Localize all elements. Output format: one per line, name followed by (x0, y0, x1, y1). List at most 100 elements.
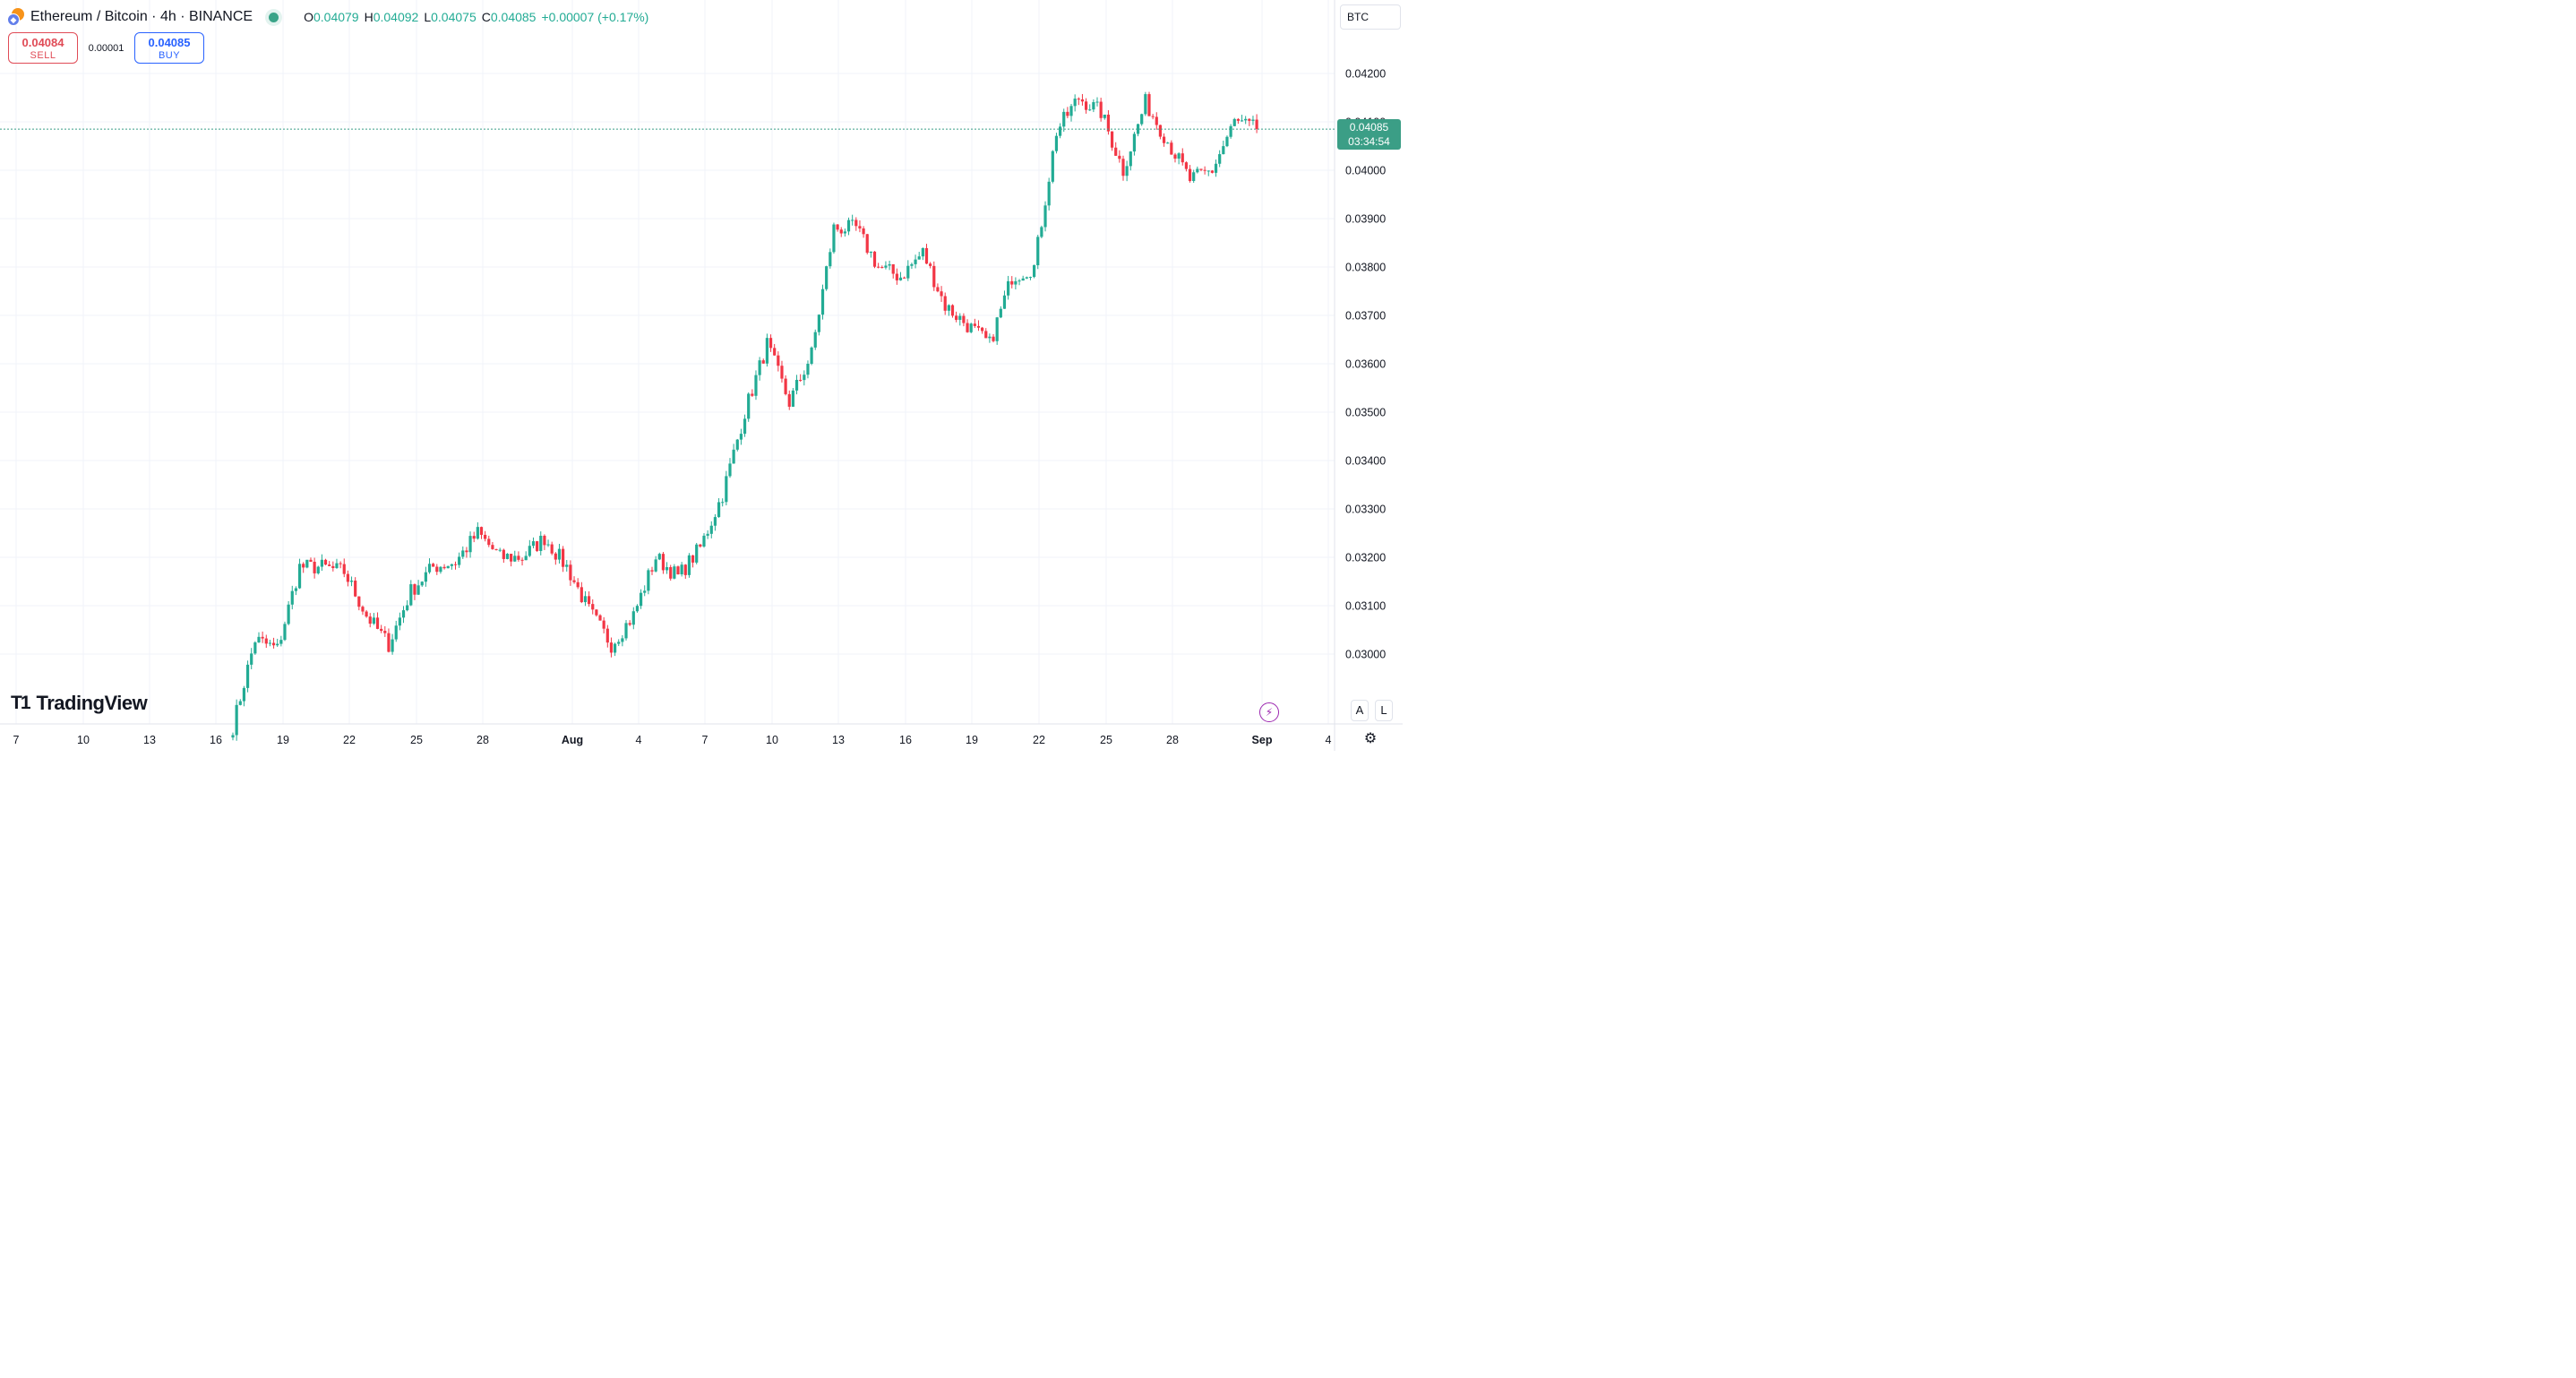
candle-body (1225, 136, 1229, 147)
sell-button[interactable]: 0.04084 SELL (8, 32, 78, 64)
candle-body (958, 315, 962, 320)
candle-body (1240, 120, 1244, 122)
candle-body (647, 570, 650, 591)
settings-gear-icon[interactable]: ⚙ (1363, 731, 1378, 746)
open-label: O (304, 10, 313, 24)
candle-body (406, 605, 409, 611)
candle-body (231, 735, 235, 738)
candle-body (914, 259, 917, 264)
candle-body (962, 315, 966, 323)
candle-body (380, 628, 383, 632)
candle-body (699, 544, 702, 547)
last-price-tag: 0.04085 03:34:54 (1337, 119, 1401, 150)
candle-body (825, 266, 829, 289)
candle-body (1140, 114, 1144, 125)
candle-body (1210, 170, 1214, 173)
candlestick-chart[interactable]: 0.03000 0.03100 0.03200 0.03300 0.03400 0.035… (0, 0, 1403, 751)
symbol-header: ◆ Ethereum / Bitcoin · 4h · BINANCE O0.0… (7, 5, 648, 29)
candle-body (709, 525, 713, 534)
log-scale-button[interactable]: L (1375, 700, 1393, 721)
candle-body (1033, 265, 1036, 278)
y-tick-label: 0.03100 (1345, 600, 1386, 613)
high-value: 0.04092 (373, 10, 419, 24)
candle-body (1181, 153, 1184, 163)
candle-body (843, 231, 846, 234)
candle-body (413, 584, 416, 595)
x-tick-label: Sep (1252, 734, 1273, 746)
y-tick-label: 0.03500 (1345, 407, 1386, 419)
candle-body (865, 234, 869, 254)
x-tick-label: 19 (966, 734, 978, 746)
x-tick-label: 16 (210, 734, 222, 746)
change-value: +0.00007 (+0.17%) (541, 10, 649, 24)
candle-body (810, 347, 813, 364)
candle-body (1132, 133, 1137, 152)
candle-body (235, 704, 238, 736)
currency-selector[interactable]: BTC (1340, 4, 1401, 30)
candle-body (264, 638, 268, 644)
candle-body (1229, 125, 1232, 137)
auto-scale-button[interactable]: A (1351, 700, 1369, 721)
close-label: C (481, 10, 491, 24)
candle-body (921, 247, 924, 257)
market-status-icon[interactable] (269, 12, 279, 22)
candle-body (628, 623, 631, 625)
symbol-title[interactable]: Ethereum / Bitcoin · 4h · BINANCE (30, 9, 253, 24)
candle-body (394, 625, 398, 640)
last-price-value: 0.04085 (1349, 121, 1389, 133)
candle-body (702, 535, 706, 547)
candle-body (442, 566, 446, 569)
x-tick-label: 13 (832, 734, 845, 746)
candle-body (543, 535, 546, 546)
candle-body (591, 604, 595, 610)
candle-body (328, 564, 331, 566)
candle-body (331, 565, 335, 569)
candle-body (487, 538, 491, 546)
candle-body (576, 581, 580, 588)
candle-body (1166, 142, 1170, 144)
candle-body (1129, 151, 1132, 167)
candle-body (1248, 118, 1251, 121)
candle-body (1162, 136, 1166, 143)
sell-price: 0.04084 (21, 36, 64, 49)
candle-body (836, 224, 839, 230)
candle-body (858, 226, 862, 228)
candle-body (988, 336, 992, 339)
candle-body (1173, 154, 1177, 159)
candle-body (777, 355, 780, 366)
candle-body (947, 305, 950, 311)
candle-body (313, 561, 316, 573)
candle-body (929, 263, 932, 266)
candle-body (725, 476, 728, 503)
candle-body (806, 363, 810, 375)
candle-body (391, 639, 394, 652)
lightning-icon[interactable]: ⚡ (1259, 702, 1279, 722)
candle-body (427, 564, 432, 573)
candle-body (554, 553, 557, 560)
tradingview-logo[interactable]: T1 TradingView (11, 692, 148, 715)
candle-body (673, 566, 676, 579)
candle-body (932, 265, 936, 288)
candle-body (372, 617, 375, 624)
candle-body (995, 317, 999, 341)
candle-body (588, 596, 591, 605)
candle-body (557, 548, 562, 560)
candle-body (1088, 109, 1092, 111)
candle-body (361, 607, 365, 612)
candle-body (1002, 295, 1007, 309)
candle-body (794, 379, 799, 391)
x-tick-label: 7 (702, 734, 708, 746)
candle-body (1244, 118, 1248, 121)
candle-body (346, 573, 349, 582)
candle-body (524, 556, 528, 561)
candle-body (569, 564, 572, 581)
candle-body (657, 554, 661, 560)
candle-body (294, 588, 298, 591)
x-tick-label: 10 (766, 734, 778, 746)
candle-body (728, 463, 732, 477)
buy-button[interactable]: 0.04085 BUY (134, 32, 204, 64)
candle-body (323, 559, 328, 565)
candle-body (665, 567, 669, 571)
candle-body (583, 596, 588, 603)
candle-body (639, 592, 643, 607)
